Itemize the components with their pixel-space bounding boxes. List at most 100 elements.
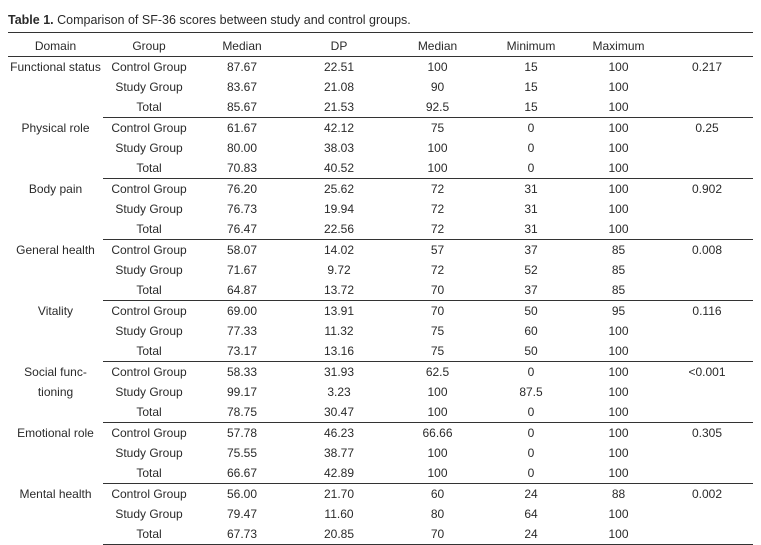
minimum-cell: 37 (486, 280, 576, 301)
group-cell: Total (103, 341, 195, 362)
median-cell: 57.78 (226, 426, 258, 440)
median2-cell: 100 (389, 463, 486, 484)
maximum-cell: 100 (576, 524, 661, 545)
group-cell: Control Group (111, 182, 187, 196)
table-body: Functional status Control Group 87.67 22.51… (8, 57, 753, 545)
dp-cell: 38.03 (323, 141, 355, 155)
p-value-cell (661, 443, 753, 463)
dp-cell: 20.85 (289, 524, 389, 545)
median2-cell: 57 (430, 243, 445, 257)
domain-cell: Mental health (19, 486, 92, 501)
minimum-cell: 15 (524, 80, 538, 94)
median2-cell: 100 (389, 158, 486, 179)
table-header-row: Domain Group Median DP Median Minimum Ma… (8, 36, 753, 57)
median2-cell: 100 (427, 60, 448, 74)
maximum-cell: 100 (576, 402, 661, 423)
maximum-cell: 100 (608, 60, 629, 74)
median-cell: 56.00 (226, 487, 258, 501)
median2-cell: 75 (389, 341, 486, 362)
dp-cell: 22.51 (323, 60, 355, 74)
minimum-cell: 0 (527, 365, 535, 379)
p-value-cell (661, 341, 753, 362)
table-top-rule (8, 32, 753, 33)
maximum-cell: 100 (608, 80, 629, 94)
minimum-cell: 64 (524, 507, 538, 521)
maximum-cell: 88 (611, 487, 626, 501)
column-header: Median (195, 36, 289, 57)
p-value-cell (661, 158, 753, 179)
maximum-cell: 100 (576, 219, 661, 240)
group-cell: Total (103, 402, 195, 423)
maximum-cell: 100 (608, 507, 629, 521)
domain-cell: Social func-tioning (24, 364, 87, 399)
median-cell: 66.67 (195, 463, 289, 484)
group-cell: Control Group (111, 487, 187, 501)
dp-cell: 14.02 (323, 243, 355, 257)
dp-cell: 30.47 (289, 402, 389, 423)
p-value-cell (661, 382, 753, 402)
dp-cell: 13.91 (323, 304, 355, 318)
median-cell: 85.67 (195, 97, 289, 118)
median2-cell: 80 (430, 507, 445, 521)
p-value-cell (661, 260, 753, 280)
domain-cell: Functional status (10, 60, 101, 74)
maximum-cell: 100 (608, 202, 629, 216)
p-value-cell (661, 219, 753, 240)
p-value-cell: 0.002 (691, 487, 723, 501)
group-cell: Control Group (111, 243, 187, 257)
minimum-cell: 24 (524, 487, 538, 501)
maximum-cell: 100 (608, 324, 629, 338)
median2-cell: 100 (427, 385, 448, 399)
median-cell: 69.00 (226, 304, 258, 318)
table-row: Social func-tioning Control Group 58.33 31.… (8, 362, 753, 399)
domain-cell: Body pain (28, 181, 83, 196)
dp-cell: 9.72 (327, 263, 351, 277)
maximum-cell: 100 (576, 158, 661, 179)
dp-cell: 21.08 (323, 80, 355, 94)
minimum-cell: 0 (527, 446, 535, 460)
p-value-cell (661, 524, 753, 545)
table-row: Total 66.67 42.89 100 0 100 (8, 463, 753, 484)
p-value-cell (661, 321, 753, 341)
table-row: Total 76.47 22.56 72 31 100 (8, 219, 753, 240)
column-header: Maximum (576, 36, 661, 57)
table-row: Emotional role Control Group 57.78 46.23 66.… (8, 423, 753, 444)
median-cell: 99.17 (226, 385, 258, 399)
median-cell: 87.67 (226, 60, 258, 74)
dp-cell: 19.94 (323, 202, 355, 216)
median-cell: 76.20 (226, 182, 258, 196)
median2-cell: 72 (389, 219, 486, 240)
median-cell: 80.00 (226, 141, 258, 155)
column-header: Median (389, 36, 486, 57)
minimum-cell: 0 (527, 141, 535, 155)
table-row: Vitality Control Group 69.00 13.91 70 50 95 0.1… (8, 301, 753, 322)
domain-cell: Vitality (37, 303, 74, 318)
minimum-cell: 15 (524, 60, 538, 74)
minimum-cell: 31 (524, 202, 538, 216)
column-header: Minimum (486, 36, 576, 57)
table-row: Study Group 75.55 38.77 100 0 100 (8, 443, 753, 463)
domain-cell: General health (16, 242, 95, 257)
table-row: Total 78.75 30.47 100 0 100 (8, 402, 753, 423)
table-row: Total 85.67 21.53 92.5 15 100 (8, 97, 753, 118)
dp-cell: 22.56 (289, 219, 389, 240)
minimum-cell: 31 (524, 182, 538, 196)
dp-cell: 25.62 (323, 182, 355, 196)
table-caption-label: Table 1. (8, 13, 54, 27)
median2-cell: 62.5 (425, 365, 450, 379)
group-cell: Control Group (111, 121, 187, 135)
median-cell: 83.67 (226, 80, 258, 94)
table-row: Study Group 83.67 21.08 90 15 100 (8, 77, 753, 97)
dp-cell: 11.60 (324, 507, 354, 521)
median2-cell: 66.66 (422, 426, 453, 440)
table-row: Total 73.17 13.16 75 50 100 (8, 341, 753, 362)
median-cell: 73.17 (195, 341, 289, 362)
dp-cell: 3.23 (327, 385, 351, 399)
group-cell: Study Group (115, 202, 183, 216)
group-cell: Control Group (111, 304, 187, 318)
maximum-cell: 100 (576, 97, 661, 118)
column-header: DP (289, 36, 389, 57)
minimum-cell: 50 (486, 341, 576, 362)
table-row: Study Group 80.00 38.03 100 0 100 (8, 138, 753, 158)
